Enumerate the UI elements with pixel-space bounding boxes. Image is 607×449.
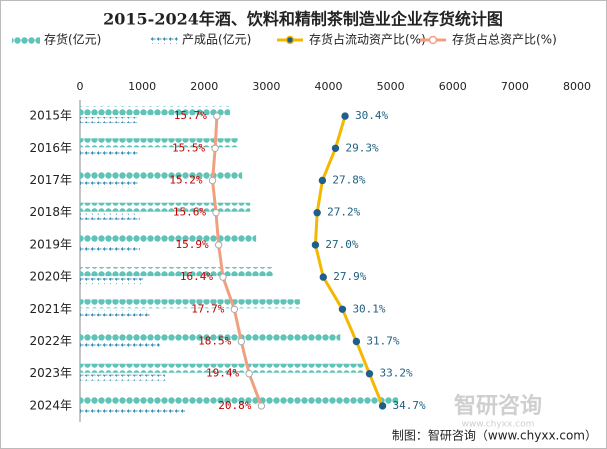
x-tick-label: 8000 xyxy=(563,80,591,93)
marker xyxy=(352,337,361,346)
x-tick-label: 5000 xyxy=(377,80,405,93)
legend-marker xyxy=(428,35,438,45)
marker xyxy=(214,241,223,249)
data-label: 34.7% xyxy=(393,399,426,412)
marker xyxy=(378,402,387,410)
y-tick-label: 2021年 xyxy=(29,302,72,316)
legend-label: 存货占总资产比(%) xyxy=(452,32,557,47)
marker xyxy=(208,176,217,185)
x-tick-label: 0 xyxy=(77,80,84,93)
marker xyxy=(338,305,347,313)
bar xyxy=(80,213,140,220)
marker xyxy=(212,209,220,217)
marker xyxy=(230,305,239,313)
legend-marker xyxy=(285,35,295,45)
bar xyxy=(80,149,139,156)
y-tick-label: 2018年 xyxy=(29,205,72,219)
legend-label: 产成品(亿元) xyxy=(182,32,251,47)
legend-label: 存货(亿元) xyxy=(44,32,101,47)
marker xyxy=(219,273,227,281)
marker xyxy=(257,402,266,410)
data-label: 16.4% xyxy=(180,270,213,283)
data-label: 15.9% xyxy=(176,238,209,251)
marker xyxy=(245,370,253,378)
bar xyxy=(80,299,300,309)
bar xyxy=(80,202,251,212)
watermark: 智研咨询 xyxy=(454,393,542,419)
marker xyxy=(237,337,246,346)
bar xyxy=(80,374,166,381)
marker xyxy=(341,112,349,120)
y-tick-label: 2019年 xyxy=(29,237,72,251)
y-tick-label: 2017年 xyxy=(29,173,72,187)
bar xyxy=(80,181,139,188)
x-tick-label: 2000 xyxy=(190,80,218,93)
y-tick-label: 2020年 xyxy=(29,270,72,284)
data-label: 20.8% xyxy=(218,399,251,412)
line xyxy=(313,115,384,407)
marker xyxy=(318,176,327,185)
source: 制图：智研咨询（www.chyxx.com） xyxy=(392,428,597,443)
data-label: 31.7% xyxy=(366,335,399,348)
chart-title: 2015-2024年酒、饮料和精制茶制造业企业存货统计图 xyxy=(103,10,503,29)
y-tick-label: 2015年 xyxy=(29,109,72,123)
bar xyxy=(80,395,399,405)
data-label: 33.2% xyxy=(379,367,412,380)
marker xyxy=(213,112,221,120)
marker xyxy=(311,241,320,249)
legend-swatch xyxy=(150,36,178,44)
bar xyxy=(80,106,231,116)
y-tick-label: 2024年 xyxy=(29,398,72,412)
data-label: 27.9% xyxy=(333,270,366,283)
bar xyxy=(80,138,239,148)
y-tick-label: 2022年 xyxy=(29,334,72,348)
data-label: 27.0% xyxy=(325,238,358,251)
bar xyxy=(80,331,341,341)
bar xyxy=(80,267,274,277)
y-tick-label: 2023年 xyxy=(29,366,72,380)
data-label: 30.1% xyxy=(352,302,385,315)
data-label: 18.5% xyxy=(198,335,231,348)
bar xyxy=(80,245,140,252)
x-tick-label: 1000 xyxy=(128,80,156,93)
data-label: 27.2% xyxy=(327,206,360,219)
bar xyxy=(80,234,257,244)
bar xyxy=(80,170,243,180)
bar xyxy=(80,278,144,285)
line xyxy=(211,116,263,407)
marker xyxy=(313,209,321,217)
bar xyxy=(80,406,185,413)
bar xyxy=(80,363,364,373)
bar xyxy=(80,117,138,124)
data-label: 15.5% xyxy=(172,141,205,154)
marker xyxy=(331,144,340,153)
data-label: 19.4% xyxy=(206,367,239,380)
legend-label: 存货占流动资产比(%) xyxy=(309,32,426,47)
data-label: 27.8% xyxy=(332,174,365,187)
x-tick-label: 7000 xyxy=(501,80,529,93)
marker xyxy=(365,370,374,378)
data-label: 30.4% xyxy=(355,109,388,122)
data-label: 29.3% xyxy=(345,141,378,154)
data-label: 15.6% xyxy=(173,206,206,219)
x-tick-label: 3000 xyxy=(252,80,280,93)
data-label: 15.7% xyxy=(174,109,207,122)
data-label: 15.2% xyxy=(169,174,202,187)
data-label: 17.7% xyxy=(191,302,224,315)
x-tick-label: 4000 xyxy=(315,80,343,93)
bar xyxy=(80,342,161,349)
legend-swatch xyxy=(12,36,40,44)
y-tick-label: 2016年 xyxy=(29,141,72,155)
marker xyxy=(319,273,327,281)
x-tick-label: 6000 xyxy=(439,80,467,93)
watermark-url: www.chyxx.com xyxy=(462,420,535,430)
bar xyxy=(80,310,151,317)
marker xyxy=(211,144,219,153)
